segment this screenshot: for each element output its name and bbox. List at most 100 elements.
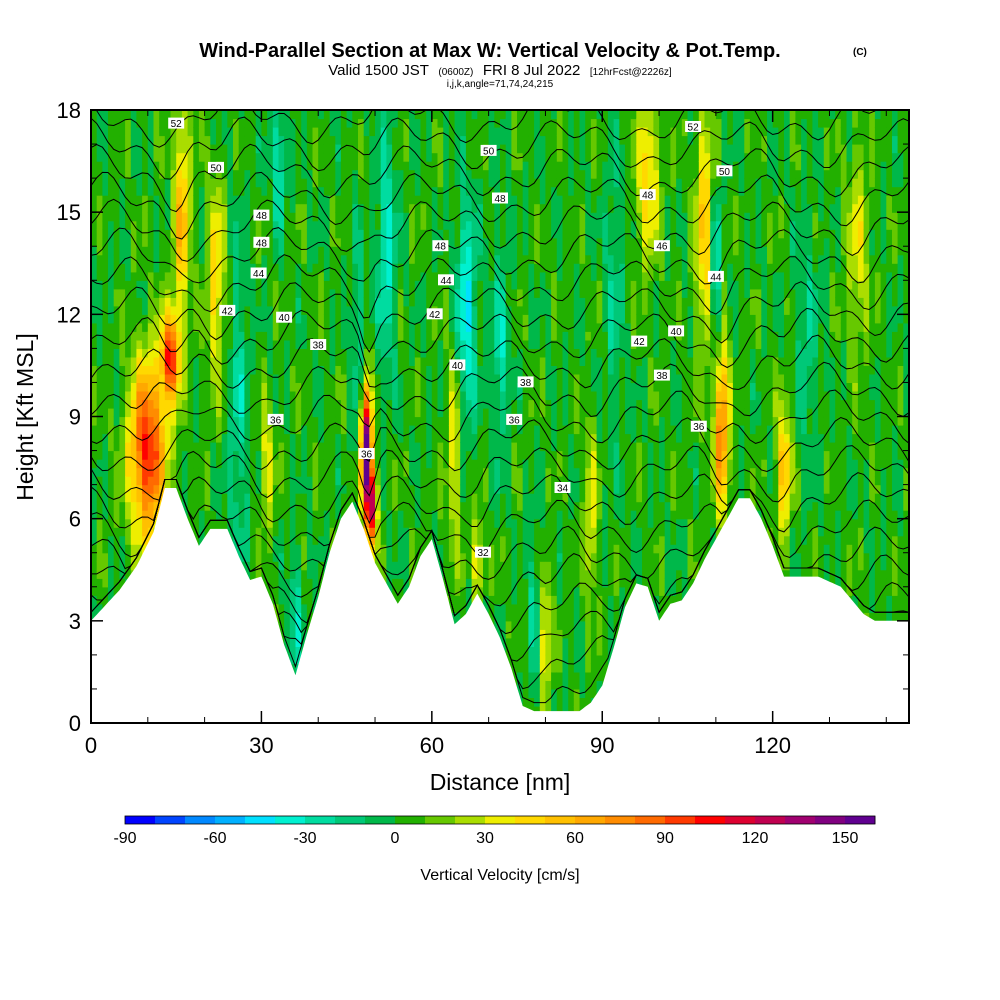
- velocity-cell: [244, 263, 251, 273]
- velocity-cell: [91, 127, 98, 137]
- velocity-cell: [323, 229, 331, 239]
- velocity-cell: [295, 518, 302, 528]
- velocity-cell: [380, 365, 387, 375]
- velocity-cell: [108, 288, 115, 298]
- velocity-cell: [136, 297, 143, 307]
- velocity-cell: [244, 569, 251, 579]
- velocity-cell: [312, 135, 319, 145]
- velocity-cell: [392, 467, 399, 477]
- velocity-cell: [397, 178, 405, 188]
- velocity-cell: [289, 263, 297, 273]
- velocity-cell: [397, 161, 405, 171]
- velocity-cell: [352, 433, 359, 443]
- velocity-cell: [409, 408, 416, 418]
- velocity-cell: [142, 178, 149, 188]
- velocity-cell: [323, 433, 331, 443]
- velocity-cell: [346, 365, 353, 375]
- velocity-cell: [272, 527, 280, 537]
- velocity-cell: [318, 348, 325, 358]
- velocity-cell: [471, 433, 478, 443]
- velocity-cell: [159, 203, 166, 213]
- velocity-cell: [397, 527, 405, 537]
- velocity-cell: [193, 110, 200, 120]
- velocity-cell: [295, 195, 302, 205]
- velocity-cell: [170, 280, 177, 290]
- velocity-cell: [216, 305, 223, 315]
- velocity-cell: [454, 544, 461, 554]
- velocity-cell: [409, 118, 416, 128]
- velocity-cell: [437, 339, 444, 349]
- velocity-cell: [465, 229, 473, 239]
- velocity-cell: [397, 246, 405, 256]
- velocity-cell: [295, 501, 302, 511]
- velocity-cell: [250, 510, 257, 520]
- velocity-cell: [216, 314, 223, 324]
- velocity-cell: [267, 535, 274, 545]
- velocity-cell: [477, 501, 484, 511]
- velocity-cell: [460, 314, 467, 324]
- velocity-cell: [477, 399, 484, 409]
- velocity-cell: [340, 110, 348, 120]
- velocity-cell: [227, 254, 234, 264]
- velocity-cell: [318, 178, 325, 188]
- velocity-cell: [403, 331, 410, 341]
- velocity-cell: [426, 331, 433, 341]
- velocity-cell: [460, 203, 467, 213]
- velocity-cell: [159, 399, 166, 409]
- velocity-cell: [136, 450, 143, 460]
- velocity-cell: [244, 331, 251, 341]
- velocity-cell: [420, 459, 427, 469]
- velocity-cell: [340, 161, 348, 171]
- velocity-cell: [369, 391, 376, 401]
- velocity-cell: [358, 297, 365, 307]
- velocity-cell: [130, 373, 138, 383]
- velocity-cell: [91, 135, 98, 145]
- velocity-cell: [119, 484, 126, 494]
- velocity-cell: [352, 450, 359, 460]
- velocity-cell: [238, 544, 245, 554]
- velocity-cell: [119, 178, 126, 188]
- velocity-cell: [147, 356, 155, 366]
- velocity-cell: [278, 391, 285, 401]
- velocity-cell: [437, 527, 444, 537]
- velocity-cell: [397, 212, 405, 222]
- velocity-cell: [363, 501, 370, 511]
- velocity-cell: [147, 246, 155, 256]
- velocity-cell: [335, 169, 342, 179]
- velocity-cell: [443, 135, 450, 145]
- velocity-cell: [426, 493, 433, 503]
- velocity-cell: [414, 152, 422, 162]
- velocity-cell: [181, 220, 189, 230]
- velocity-cell: [443, 552, 450, 562]
- velocity-cell: [267, 433, 274, 443]
- velocity-cell: [261, 280, 268, 290]
- velocity-cell: [284, 433, 291, 443]
- velocity-cell: [358, 501, 365, 511]
- velocity-cell: [102, 178, 109, 188]
- velocity-cell: [420, 399, 427, 409]
- velocity-cell: [136, 373, 143, 383]
- velocity-cell: [409, 552, 416, 562]
- velocity-cell: [221, 356, 228, 366]
- velocity-cell: [119, 118, 126, 128]
- velocity-cell: [318, 305, 325, 315]
- velocity-cell: [420, 305, 427, 315]
- velocity-cell: [221, 450, 228, 460]
- velocity-cell: [193, 510, 200, 520]
- velocity-cell: [301, 408, 308, 418]
- velocity-cell: [96, 450, 103, 460]
- velocity-cell: [460, 408, 467, 418]
- velocity-cell: [238, 450, 245, 460]
- velocity-cell: [136, 425, 143, 435]
- velocity-cell: [477, 297, 484, 307]
- velocity-cell: [244, 220, 251, 230]
- velocity-cell: [227, 476, 234, 486]
- velocity-cell: [113, 271, 120, 281]
- velocity-cell: [181, 450, 189, 460]
- velocity-cell: [301, 442, 308, 452]
- velocity-cell: [278, 373, 285, 383]
- velocity-cell: [204, 152, 211, 162]
- velocity-cell: [250, 127, 257, 137]
- velocity-cell: [352, 467, 359, 477]
- velocity-cell: [261, 254, 268, 264]
